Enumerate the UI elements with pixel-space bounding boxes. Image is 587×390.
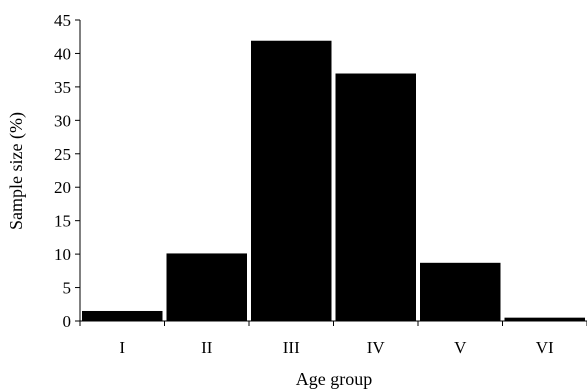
x-tick-label: IV — [367, 338, 386, 357]
bar-I — [82, 310, 163, 321]
y-tick-label: 35 — [54, 78, 71, 97]
x-tick-label: V — [454, 338, 467, 357]
y-tick-label: 20 — [54, 178, 71, 197]
bar-II — [166, 253, 247, 321]
y-tick-label: 25 — [54, 145, 71, 164]
y-axis: 0 5 10 15 20 25 30 35 40 45 — [54, 11, 81, 331]
x-axis: I II III IV V VI — [79, 320, 587, 357]
x-tick-label: VI — [536, 338, 554, 357]
x-axis-title: Age group — [296, 369, 372, 389]
x-tick-label: I — [119, 338, 125, 357]
bar-III — [251, 40, 332, 322]
y-tick-label: 0 — [63, 312, 72, 331]
y-tick-label: 30 — [54, 111, 71, 130]
y-tick-label: 5 — [63, 279, 72, 298]
bar-VI — [504, 317, 585, 321]
bar-V — [420, 262, 501, 321]
y-tick-label: 40 — [54, 44, 71, 63]
y-tick-label: 45 — [54, 11, 71, 30]
bar-IV — [335, 73, 416, 321]
y-tick-label: 10 — [54, 245, 71, 264]
y-tick-label: 15 — [54, 212, 71, 231]
x-tick-label: II — [201, 338, 213, 357]
bars-group — [82, 40, 585, 322]
y-axis-title: Sample size (%) — [6, 112, 27, 230]
x-tick-label: III — [283, 338, 300, 357]
